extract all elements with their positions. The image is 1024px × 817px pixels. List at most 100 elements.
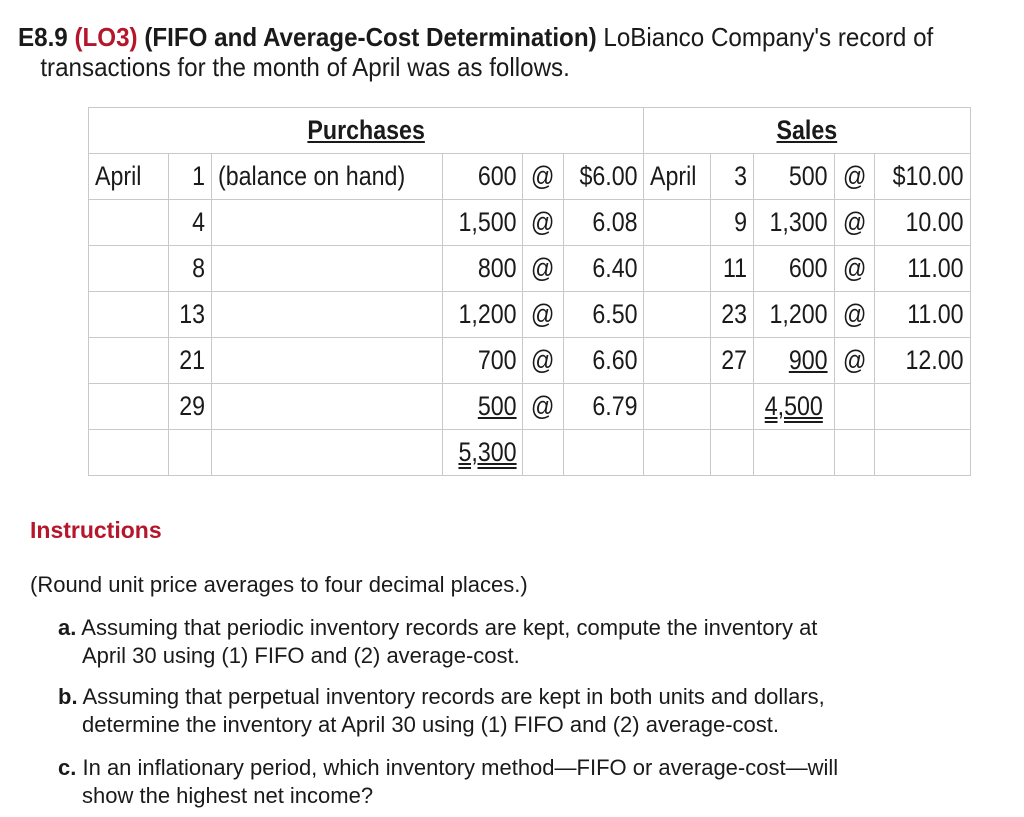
sales-total: 4,500 <box>753 383 835 430</box>
learning-objective: (LO3) <box>74 22 138 52</box>
empty-cell <box>562 429 645 476</box>
exercise-code: E8.9 <box>18 22 68 52</box>
sale-day: 9 <box>710 199 755 246</box>
sale-at: @ <box>833 245 876 292</box>
exercise-heading: (FIFO and Average-Cost Determination) <box>144 22 597 52</box>
purchase-price: $6.00 <box>562 153 645 200</box>
purchase-month: April <box>88 153 169 200</box>
sales-header: Sales <box>643 107 971 154</box>
sale-month: April <box>643 153 712 200</box>
sale-units: 1,300 <box>753 199 835 246</box>
sale-price: 11.00 <box>874 291 971 338</box>
purchase-note <box>211 337 443 384</box>
exercise-text-line1: LoBianco Company's record of <box>603 22 934 52</box>
purchase-price: 6.40 <box>562 245 645 292</box>
table-row: 8 800 @ 6.40 11 600 @ 11.00 <box>88 245 971 292</box>
item-line2: April 30 using (1) FIFO and (2) average-… <box>82 643 520 668</box>
item-line1: In an inflationary period, which invento… <box>82 755 839 780</box>
purchase-day: 4 <box>167 199 213 246</box>
sale-month <box>643 337 712 384</box>
empty-cell <box>833 383 876 430</box>
table-row: 4 1,500 @ 6.08 9 1,300 @ 10.00 <box>88 199 971 246</box>
sale-at: @ <box>833 291 876 338</box>
table-row: 21 700 @ 6.60 27 900 @ 12.00 <box>88 337 971 384</box>
purchase-at: @ <box>522 383 564 430</box>
sale-at: @ <box>833 153 876 200</box>
purchase-at: @ <box>522 153 564 200</box>
empty-cell <box>753 429 835 476</box>
sale-price: 10.00 <box>874 199 971 246</box>
empty-cell <box>643 383 712 430</box>
sale-day: 3 <box>710 153 755 200</box>
empty-cell <box>874 429 971 476</box>
item-line2: determine the inventory at April 30 usin… <box>82 712 779 737</box>
table-row: 29 500 @ 6.79 4,500 <box>88 383 971 430</box>
purchase-at: @ <box>522 245 564 292</box>
purchase-price: 6.50 <box>562 291 645 338</box>
purchase-month <box>88 291 169 338</box>
table-header-row: Purchases Sales <box>87 107 971 154</box>
sale-at: @ <box>833 199 876 246</box>
transactions-table: Purchases Sales April 1 (balance on hand… <box>87 107 971 476</box>
sale-units: 500 <box>753 153 835 200</box>
instruction-item-c: c. In an inflationary period, which inve… <box>58 754 998 810</box>
sale-day: 27 <box>710 337 755 384</box>
purchase-day: 13 <box>167 291 213 338</box>
purchase-note <box>211 245 443 292</box>
table-total-row: 5,300 <box>88 429 971 476</box>
sale-month <box>643 291 712 338</box>
purchase-month <box>88 383 169 430</box>
empty-cell <box>167 429 213 476</box>
empty-cell <box>522 429 564 476</box>
empty-cell <box>710 383 755 430</box>
sale-units: 600 <box>753 245 835 292</box>
purchase-at: @ <box>522 291 564 338</box>
purchase-day: 8 <box>167 245 213 292</box>
empty-cell <box>88 429 169 476</box>
purchase-day: 1 <box>167 153 213 200</box>
sale-month <box>643 199 712 246</box>
purchase-price: 6.79 <box>562 383 645 430</box>
purchase-at: @ <box>522 199 564 246</box>
exercise-title: E8.9 (LO3) (FIFO and Average-Cost Determ… <box>18 22 939 82</box>
purchase-units: 600 <box>441 153 524 200</box>
purchase-note <box>211 383 443 430</box>
sale-price: 11.00 <box>874 245 971 292</box>
empty-cell <box>874 383 971 430</box>
item-letter: b. <box>58 684 78 709</box>
sale-at: @ <box>833 337 876 384</box>
item-letter: c. <box>58 755 77 780</box>
purchase-units: 800 <box>441 245 524 292</box>
sale-units: 900 <box>753 337 835 384</box>
purchase-note <box>211 291 443 338</box>
purchases-header: Purchases <box>87 107 645 154</box>
purchase-note <box>211 199 443 246</box>
sale-day: 11 <box>710 245 755 292</box>
item-line1: Assuming that perpetual inventory record… <box>82 684 825 709</box>
purchase-month <box>88 337 169 384</box>
sale-month <box>643 245 712 292</box>
instructions-heading: Instructions <box>30 517 162 543</box>
sale-day: 23 <box>710 291 755 338</box>
instruction-item-a: a. Assuming that periodic inventory reco… <box>58 614 998 670</box>
purchase-units: 1,200 <box>441 291 524 338</box>
empty-cell <box>643 429 712 476</box>
empty-cell <box>710 429 755 476</box>
purchase-at: @ <box>522 337 564 384</box>
purchase-units: 1,500 <box>441 199 524 246</box>
purchase-price: 6.60 <box>562 337 645 384</box>
item-line2: show the highest net income? <box>82 783 374 808</box>
purchase-price: 6.08 <box>562 199 645 246</box>
empty-cell <box>211 429 443 476</box>
empty-cell <box>833 429 876 476</box>
exercise-text-line2: transactions for the month of April was … <box>40 52 570 82</box>
sale-units: 1,200 <box>753 291 835 338</box>
sale-price: $10.00 <box>874 153 971 200</box>
purchase-day: 29 <box>167 383 213 430</box>
purchase-month <box>88 199 169 246</box>
item-line1: Assuming that periodic inventory records… <box>81 615 818 640</box>
purchase-month <box>88 245 169 292</box>
purchase-note: (balance on hand) <box>211 153 443 200</box>
purchase-units: 500 <box>441 383 524 430</box>
table-row: 13 1,200 @ 6.50 23 1,200 @ 11.00 <box>88 291 971 338</box>
